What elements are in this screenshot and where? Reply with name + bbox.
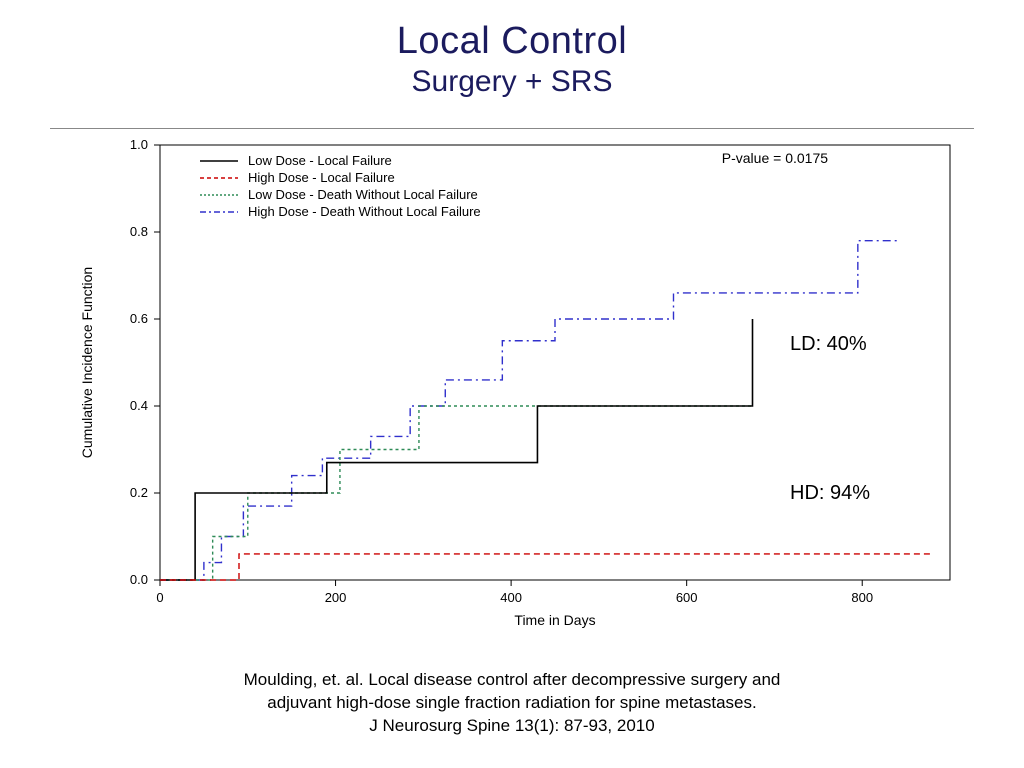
svg-text:High Dose - Local Failure: High Dose - Local Failure (248, 170, 395, 185)
title-sub: Surgery + SRS (0, 65, 1024, 99)
svg-text:800: 800 (851, 590, 873, 605)
svg-text:0: 0 (156, 590, 163, 605)
citation-line-2: adjuvant high-dose single fraction radia… (0, 692, 1024, 715)
svg-text:600: 600 (676, 590, 698, 605)
title-block: Local Control Surgery + SRS (0, 20, 1024, 99)
svg-text:0.2: 0.2 (130, 485, 148, 500)
svg-text:0.6: 0.6 (130, 311, 148, 326)
chart-svg: 0 200 400 600 800 0.0 0.2 0.4 0.6 0.8 1.0 Time in D… (70, 135, 970, 635)
citation-line-1: Moulding, et. al. Local disease control … (0, 669, 1024, 692)
svg-text:Low Dose - Local Failure: Low Dose - Local Failure (248, 153, 392, 168)
svg-text:400: 400 (500, 590, 522, 605)
citation-line-3: J Neurosurg Spine 13(1): 87-93, 2010 (0, 715, 1024, 738)
svg-text:1.0: 1.0 (130, 137, 148, 152)
title-divider (50, 128, 974, 129)
svg-text:0.8: 0.8 (130, 224, 148, 239)
annotation-ld: LD: 40% (790, 333, 867, 356)
svg-text:200: 200 (325, 590, 347, 605)
svg-text:Cumulative Incidence Function: Cumulative Incidence Function (79, 267, 95, 458)
annotation-hd: HD: 94% (790, 482, 870, 505)
citation: Moulding, et. al. Local disease control … (0, 669, 1024, 738)
svg-text:P-value = 0.0175: P-value = 0.0175 (722, 150, 828, 166)
svg-text:Low Dose - Death Without Local: Low Dose - Death Without Local Failure (248, 187, 478, 202)
svg-text:0.0: 0.0 (130, 572, 148, 587)
svg-text:Time in Days: Time in Days (514, 612, 595, 628)
title-main: Local Control (0, 20, 1024, 63)
svg-text:High Dose - Death Without Loca: High Dose - Death Without Local Failure (248, 204, 481, 219)
svg-text:0.4: 0.4 (130, 398, 148, 413)
cumulative-incidence-chart: 0 200 400 600 800 0.0 0.2 0.4 0.6 0.8 1.0 Time in D… (70, 135, 970, 635)
